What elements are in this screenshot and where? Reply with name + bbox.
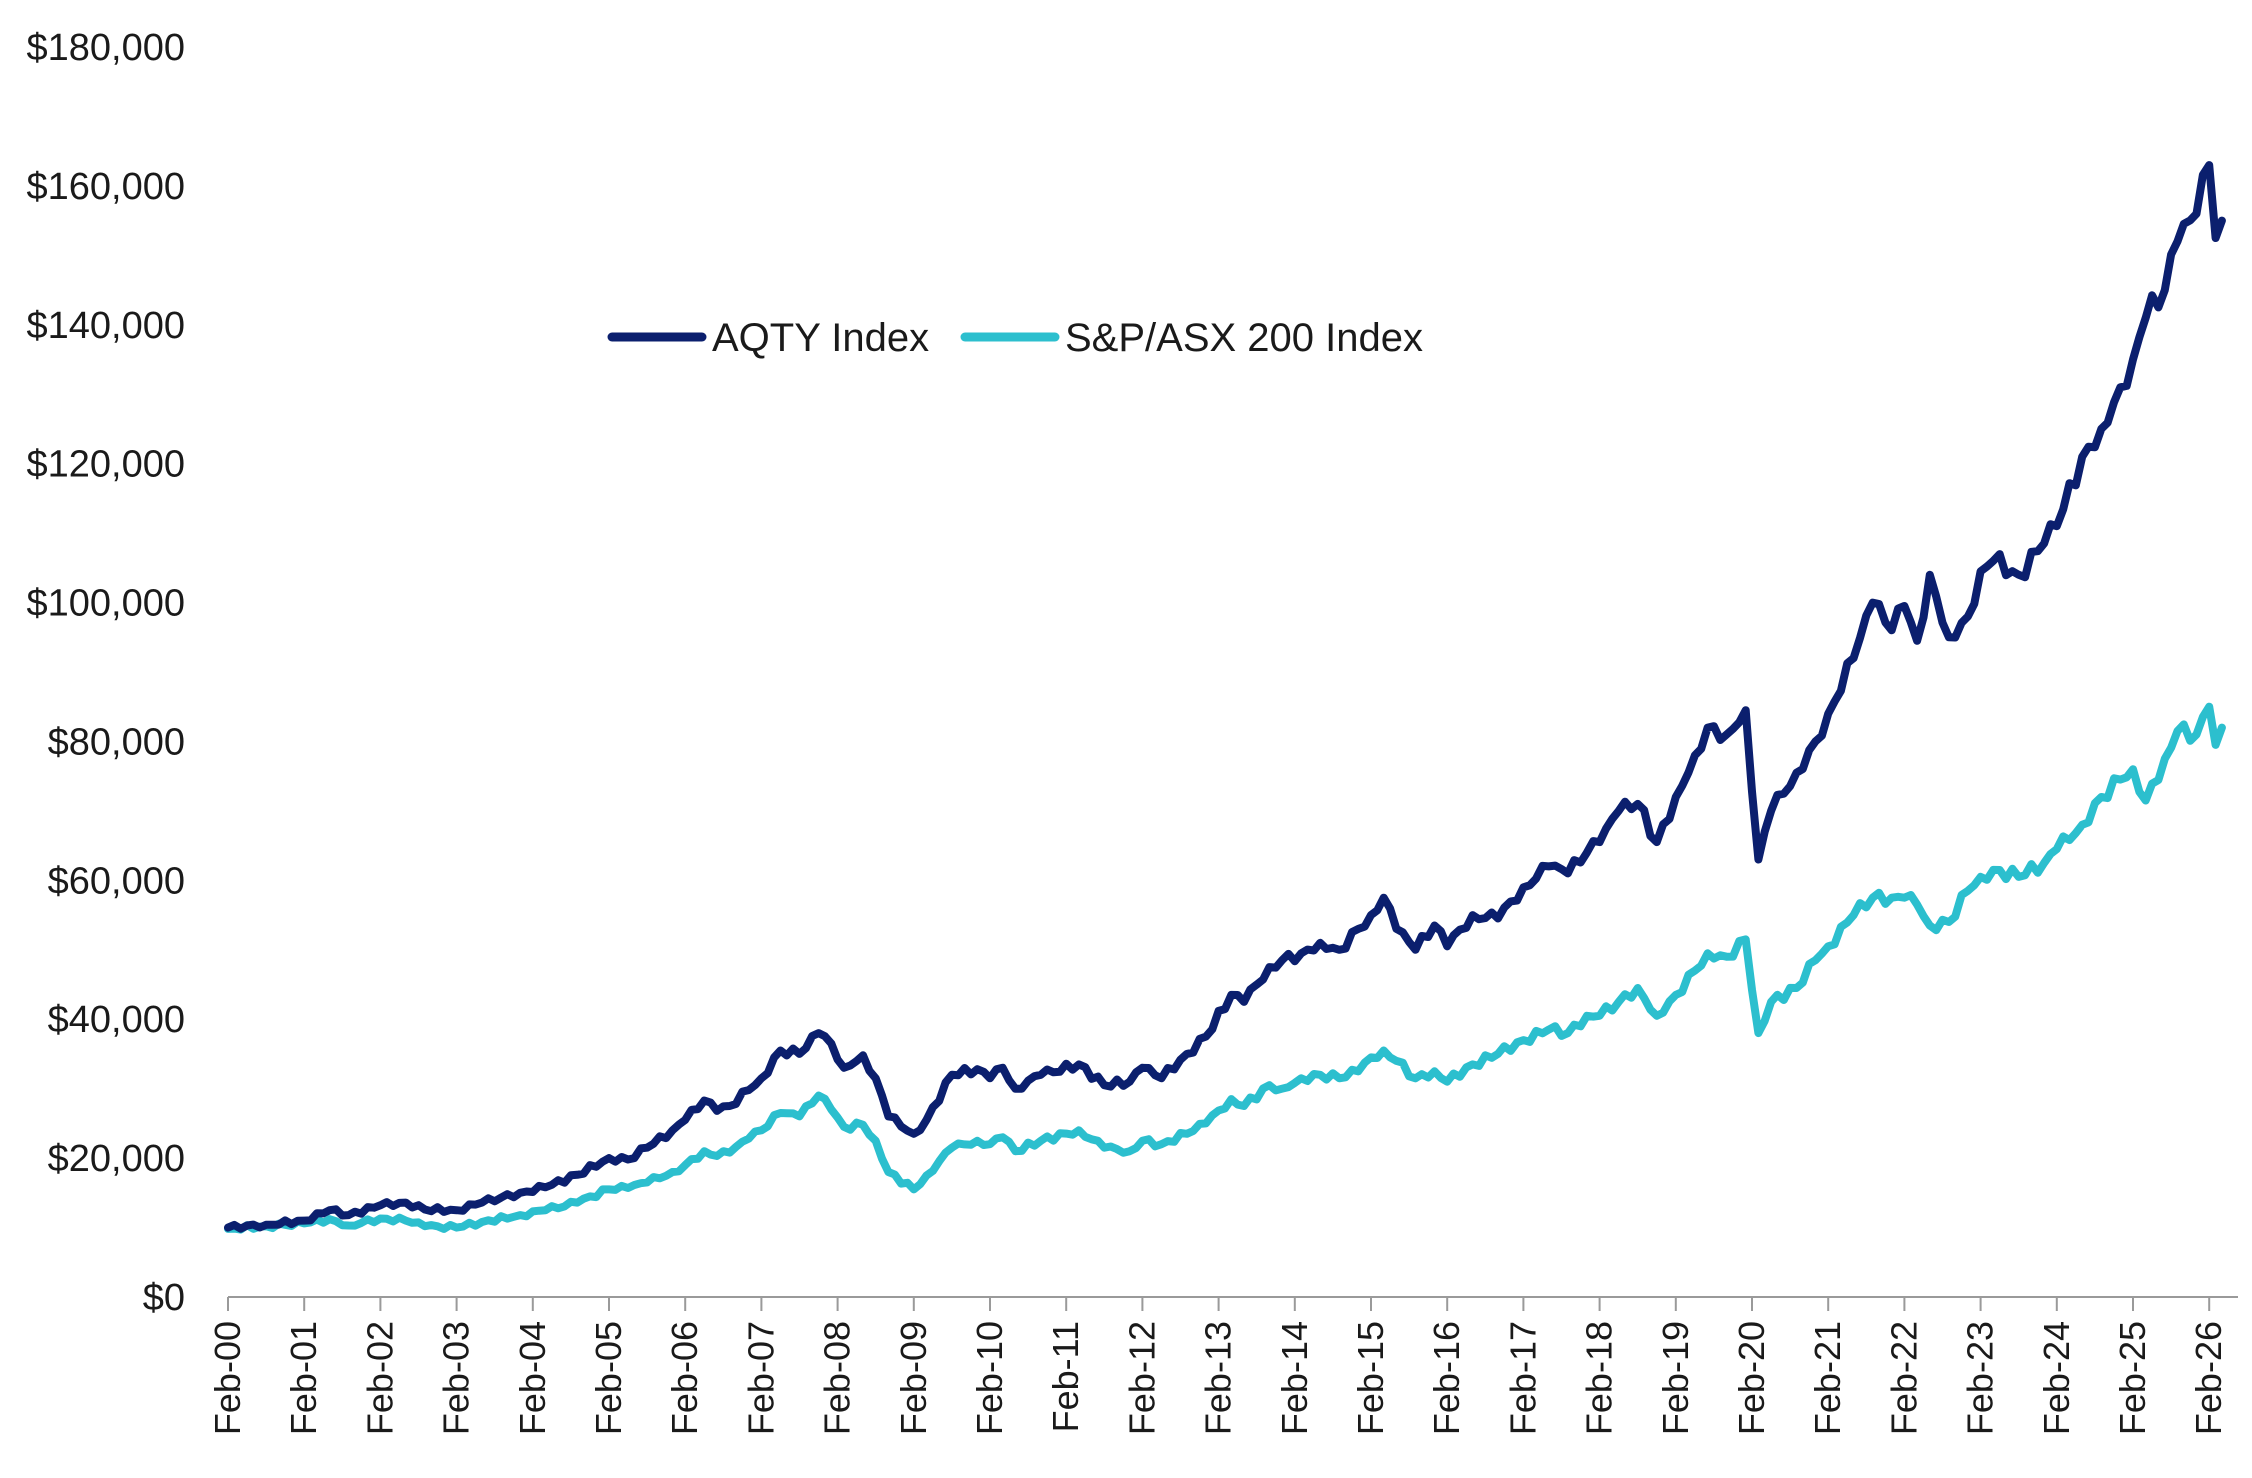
series-line-aqty-index [224, 161, 2226, 1233]
y-tick-label: $0 [143, 1277, 185, 1319]
y-axis: $0 $20,000 $40,000 $60,000 $80,000 $100,000 $1… [27, 27, 186, 1319]
x-tick-label: Feb-10 [969, 1321, 1010, 1435]
x-tick-label: Feb-09 [893, 1321, 934, 1435]
y-tick-label: $60,000 [48, 860, 185, 902]
x-tick-label: Feb-13 [1198, 1321, 1239, 1435]
legend-item: S&P/ASX 200 Index [960, 316, 1423, 360]
x-tick-label: Feb-17 [1502, 1321, 1543, 1435]
y-tick-label: $80,000 [48, 721, 185, 763]
x-tick-label: Feb-04 [512, 1321, 553, 1435]
x-tick-label: Feb-22 [1883, 1321, 1924, 1435]
y-tick-label: $180,000 [27, 27, 186, 69]
legend: AQTY Index S&P/ASX 200 Index [607, 316, 1423, 360]
series-layer [224, 161, 2226, 1234]
x-tick-label: Feb-05 [588, 1321, 629, 1435]
y-tick-label: $140,000 [27, 305, 186, 347]
x-tick-label: Feb-25 [2112, 1321, 2153, 1435]
x-tick-label: Feb-15 [1350, 1321, 1391, 1435]
y-tick-label: $40,000 [48, 999, 185, 1041]
x-tick-label: Feb-01 [283, 1321, 324, 1435]
x-tick-label: Feb-08 [817, 1321, 858, 1435]
x-tick-label: Feb-11 [1045, 1321, 1086, 1432]
y-tick-label: $100,000 [27, 583, 186, 625]
legend-label: S&P/ASX 200 Index [1065, 316, 1423, 360]
y-tick-label: $120,000 [27, 444, 186, 486]
y-tick-label: $20,000 [48, 1138, 185, 1180]
legend-item: AQTY Index [607, 316, 929, 360]
x-tick-label: Feb-16 [1426, 1321, 1467, 1435]
x-axis: Feb-00 Feb-01 Feb-02 Feb-03 Feb-04 Feb-05 Feb-… [207, 1296, 2238, 1435]
x-tick-label: Feb-21 [1807, 1321, 1848, 1435]
series-line-sp-asx-200-index [224, 702, 2226, 1234]
x-tick-label: Feb-02 [359, 1321, 400, 1435]
x-tick-label: Feb-00 [207, 1321, 248, 1435]
x-tick-label: Feb-20 [1731, 1321, 1772, 1435]
x-tick-label: Feb-03 [436, 1321, 477, 1435]
x-tick-label: Feb-06 [664, 1321, 705, 1435]
x-tick-label: Feb-24 [2036, 1321, 2077, 1435]
x-tick-label: Feb-23 [1960, 1321, 2001, 1435]
x-tick-label: Feb-26 [2188, 1321, 2229, 1435]
x-tick-label: Feb-07 [740, 1321, 781, 1435]
y-tick-label: $160,000 [27, 166, 186, 208]
x-tick-label: Feb-12 [1121, 1321, 1162, 1435]
x-tick-label: Feb-19 [1655, 1321, 1696, 1435]
x-tick-label: Feb-14 [1274, 1321, 1315, 1435]
x-tick-label: Feb-18 [1579, 1321, 1620, 1435]
legend-label: AQTY Index [712, 316, 929, 360]
